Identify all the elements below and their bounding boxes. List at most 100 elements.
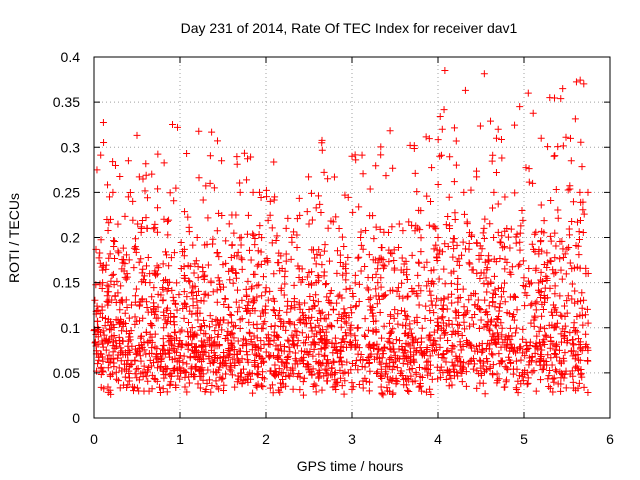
data-point xyxy=(404,360,412,368)
data-point xyxy=(281,267,289,275)
data-point xyxy=(362,226,370,234)
data-point xyxy=(385,319,393,327)
data-point xyxy=(512,239,520,247)
data-point xyxy=(576,235,584,243)
data-point xyxy=(170,318,178,326)
data-point xyxy=(106,250,114,258)
data-point xyxy=(521,289,529,297)
data-point xyxy=(516,229,524,237)
data-point xyxy=(371,256,379,264)
data-point xyxy=(468,344,476,352)
data-point xyxy=(116,318,124,326)
data-point xyxy=(533,343,541,351)
data-point xyxy=(505,332,513,340)
data-point xyxy=(298,329,306,337)
data-point xyxy=(167,309,175,317)
data-point xyxy=(330,358,338,366)
data-point xyxy=(127,301,135,309)
data-point xyxy=(572,78,580,86)
data-point xyxy=(165,338,173,346)
data-point xyxy=(186,262,194,270)
data-point xyxy=(506,324,514,332)
data-point xyxy=(410,358,418,366)
data-point xyxy=(115,333,123,341)
data-point xyxy=(450,245,458,253)
data-point xyxy=(402,375,410,383)
data-point xyxy=(336,251,344,259)
data-point xyxy=(228,371,236,379)
data-point xyxy=(113,375,121,383)
data-point xyxy=(393,364,401,372)
data-point xyxy=(154,204,162,212)
data-point xyxy=(103,297,111,305)
data-point xyxy=(257,345,265,353)
data-point xyxy=(109,348,117,356)
data-point xyxy=(320,272,328,280)
data-point xyxy=(171,329,179,337)
data-point xyxy=(105,219,113,227)
data-point xyxy=(306,292,314,300)
data-point xyxy=(476,356,484,364)
data-point xyxy=(159,297,167,305)
data-point xyxy=(139,314,147,322)
data-point xyxy=(516,246,524,254)
data-point xyxy=(154,290,162,298)
data-point xyxy=(238,380,246,388)
data-point xyxy=(199,351,207,359)
data-point xyxy=(415,206,423,214)
data-point xyxy=(491,286,499,294)
data-point xyxy=(315,273,323,281)
data-point xyxy=(311,323,319,331)
data-point xyxy=(153,364,161,372)
data-point xyxy=(489,332,497,340)
data-point xyxy=(216,277,224,285)
data-point xyxy=(475,255,483,263)
data-point xyxy=(494,316,502,324)
data-point xyxy=(305,314,313,322)
data-point xyxy=(308,246,316,254)
data-point xyxy=(485,257,493,265)
data-point xyxy=(121,212,129,220)
data-point xyxy=(234,286,242,294)
data-point xyxy=(114,247,122,255)
data-point xyxy=(548,361,556,369)
data-point xyxy=(453,355,461,363)
data-point xyxy=(480,235,488,243)
data-point xyxy=(314,370,322,378)
data-point xyxy=(219,361,227,369)
data-point xyxy=(247,153,255,161)
data-point xyxy=(460,303,468,311)
data-point xyxy=(320,372,328,380)
data-point xyxy=(264,296,272,304)
data-point xyxy=(483,311,491,319)
data-point xyxy=(391,264,399,272)
data-point xyxy=(482,345,490,353)
data-point xyxy=(248,283,256,291)
data-point xyxy=(580,383,588,391)
data-point xyxy=(347,330,355,338)
data-point xyxy=(321,351,329,359)
data-point xyxy=(299,391,307,399)
data-point xyxy=(377,383,385,391)
data-point xyxy=(341,318,349,326)
data-point xyxy=(176,328,184,336)
data-point xyxy=(557,338,565,346)
data-point xyxy=(262,284,270,292)
data-point xyxy=(297,347,305,355)
data-point xyxy=(525,264,533,272)
data-point xyxy=(441,240,449,248)
data-point xyxy=(475,370,483,378)
data-point xyxy=(474,296,482,304)
data-point xyxy=(170,249,178,257)
data-point xyxy=(276,388,284,396)
data-point xyxy=(497,319,505,327)
data-point xyxy=(457,367,465,375)
data-point xyxy=(121,373,129,381)
x-tick-label: 3 xyxy=(348,431,356,447)
data-point xyxy=(180,314,188,322)
data-point xyxy=(218,375,226,383)
data-point xyxy=(104,227,112,235)
data-point xyxy=(486,327,494,335)
data-point xyxy=(496,238,504,246)
